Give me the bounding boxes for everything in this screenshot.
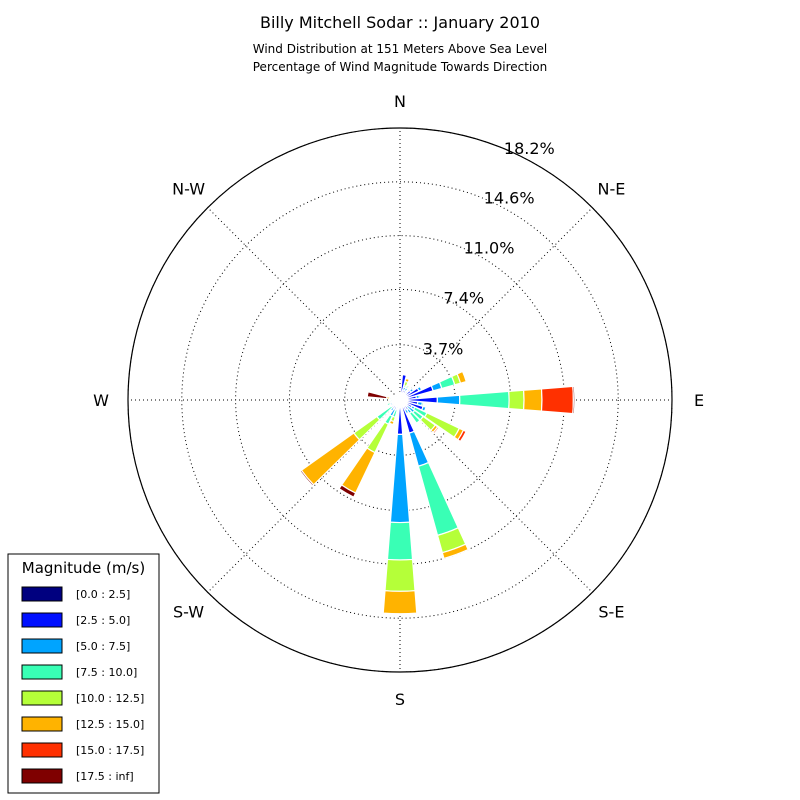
ring-label-3: 11.0%	[464, 239, 515, 258]
direction-label-n-e: N-E	[597, 180, 625, 199]
legend-swatch-6	[21, 742, 63, 758]
sector-140-bin-3	[408, 410, 421, 424]
direction-label-s-w: S-W	[173, 602, 204, 621]
sector-90-bin-7	[572, 385, 576, 415]
sector-160-bin-5	[441, 543, 469, 560]
legend-title: Magnitude (m/s)	[22, 559, 145, 577]
sector-260-bin-5	[387, 400, 391, 404]
grid-ring-4	[181, 181, 619, 619]
ring-label-2: 7.4%	[443, 288, 484, 307]
chart-title: Billy Mitchell Sodar :: January 2010	[260, 13, 540, 32]
legend-swatch-0	[21, 586, 63, 602]
legend-label-5: [12.5 : 15.0]	[76, 718, 144, 731]
legend-label-1: [2.5 : 5.0]	[76, 614, 130, 627]
sector-80-bin-3	[418, 394, 422, 399]
sector-90-bin-4	[508, 389, 525, 411]
legend-label-4: [10.0 : 12.5]	[76, 692, 144, 705]
sector-130-bin-6	[432, 426, 440, 435]
direction-label-w: W	[93, 391, 109, 410]
sector-180-bin-4	[384, 558, 416, 592]
direction-label-s-e: S-E	[598, 602, 624, 621]
sector-90-bin-6	[540, 385, 574, 415]
sector-250-bin-3	[386, 402, 392, 407]
direction-label-s: S	[395, 690, 405, 709]
sector-180-bin-2	[389, 433, 411, 524]
sector-180-bin-5	[382, 590, 418, 615]
ring-label-4: 14.6%	[484, 189, 535, 208]
legend-label-0: [0.0 : 2.5]	[76, 588, 130, 601]
legend: Magnitude (m/s) [0.0 : 2.5] [2.5 : 5.0] [5.…	[7, 553, 160, 794]
sector-70-bin-5	[456, 370, 467, 384]
sector-90-bin-2	[436, 394, 461, 406]
sector-20-bin-5	[404, 377, 411, 384]
sector-210-bin-7	[338, 484, 357, 498]
legend-label-6: [15.0 : 17.5]	[76, 744, 144, 757]
sector-90-bin-5	[523, 388, 543, 412]
legend-swatch-5	[21, 716, 63, 732]
ring-label-1: 3.7%	[423, 340, 464, 359]
sector-160-bin-2	[408, 430, 430, 467]
direction-label-e: E	[694, 391, 704, 410]
wind-sectors	[299, 370, 576, 615]
sector-210-bin-5	[340, 447, 376, 494]
legend-swatch-3	[21, 664, 63, 680]
direction-label-n: N	[394, 92, 406, 111]
sector-90-bin-3	[458, 390, 510, 410]
legend-swatch-4	[21, 690, 63, 706]
legend-swatch-1	[21, 612, 63, 628]
grid-spoke-45	[399, 207, 593, 401]
legend-label-2: [5.0 : 7.5]	[76, 640, 130, 653]
chart-subtitle-line-1: Wind Distribution at 151 Meters Above Se…	[253, 42, 548, 56]
legend-label-7: [17.5 : inf]	[76, 770, 134, 783]
sector-100-bin-3	[420, 401, 425, 407]
legend-swatch-7	[21, 768, 63, 784]
direction-labels: N N-E E S-E S S-W W N-W	[93, 92, 704, 709]
sector-120-bin-6	[457, 429, 467, 443]
sector-280-bin-7	[366, 391, 388, 400]
sector-230-bin-7	[299, 469, 315, 487]
chart-subtitle-line-2: Percentage of Wind Magnitude Towards Dir…	[253, 60, 547, 74]
sector-30-bin-4	[405, 384, 411, 389]
sector-160-bin-3	[417, 461, 460, 537]
sector-350-bin-1	[397, 393, 401, 398]
legend-swatch-2	[21, 638, 63, 654]
ring-labels: 3.7% 7.4% 11.0% 14.6% 18.2%	[423, 139, 555, 359]
legend-label-3: [7.5 : 10.0]	[76, 666, 137, 679]
grid-spoke-135	[399, 399, 593, 593]
direction-label-n-w: N-W	[172, 180, 205, 199]
grid-spoke-225	[207, 399, 401, 593]
grid-spoke-315	[207, 207, 401, 401]
sector-180-bin-3	[386, 521, 414, 561]
ring-label-5: 18.2%	[504, 139, 555, 158]
outer-circle	[127, 127, 673, 673]
